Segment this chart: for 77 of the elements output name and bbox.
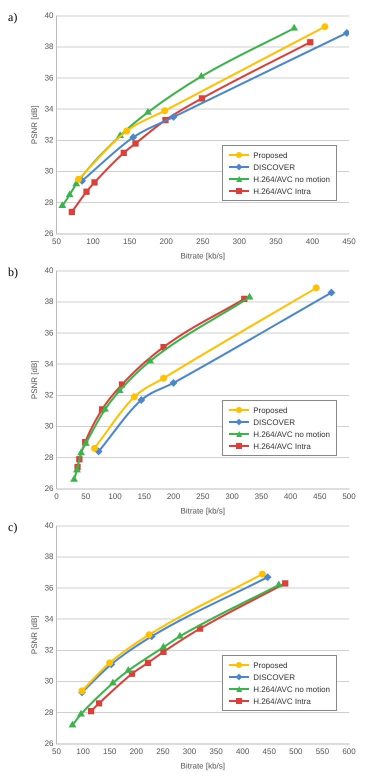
x-tick-label: 500 [289,746,304,756]
x-tick-label: 600 [342,746,356,756]
x-tick-label: 50 [52,746,62,756]
x-tick-label: 300 [232,236,247,246]
x-tick-label: 350 [269,236,284,246]
x-tick-label: 350 [254,492,268,501]
legend-label: H.264/AVC Intra [253,186,311,196]
legend-label: DISCOVER [253,672,296,682]
y-tick-label: 38 [44,42,54,52]
y-tick-label: 32 [44,390,54,400]
y-tick-label: 38 [44,552,54,562]
y-tick-label: 34 [44,359,54,368]
x-tick-label: 150 [122,236,137,246]
legend-label: H.264/AVC Intra [253,696,311,706]
legend-label: DISCOVER [253,418,296,426]
y-tick-label: 40 [44,11,54,20]
x-axis-title: Bitrate [kb/s] [180,761,225,770]
y-axis-title: PSNR [dB] [30,615,40,654]
legend-label: H.264/AVC no motion [253,174,330,184]
legend-label: H.264/AVC no motion [253,684,330,694]
chart-title: c) [8,520,18,535]
y-tick-label: 40 [44,521,54,530]
x-tick-label: 200 [130,746,144,756]
x-tick-label: 100 [108,492,122,501]
x-tick-label: 500 [342,492,356,501]
legend-label: DISCOVER [253,162,296,172]
y-tick-label: 28 [44,198,54,207]
y-tick-label: 34 [44,614,54,624]
x-axis-title: Bitrate [kb/s] [180,506,225,516]
legend-label: Proposed [253,406,288,414]
x-tick-label: 450 [342,236,356,246]
y-tick-label: 40 [44,266,54,276]
x-tick-label: 100 [76,746,90,756]
x-tick-label: 200 [166,492,181,501]
y-tick-label: 26 [44,484,54,494]
x-tick-label: 400 [306,236,320,246]
y-tick-label: 28 [44,708,54,717]
y-tick-label: 32 [44,646,54,655]
x-tick-label: 250 [196,236,210,246]
y-tick-label: 30 [44,676,54,686]
x-tick-label: 450 [262,746,276,756]
legend-label: Proposed [253,150,288,160]
x-tick-label: 0 [54,492,60,501]
y-tick-label: 36 [44,73,54,82]
x-tick-label: 550 [316,746,330,756]
y-tick-label: 36 [44,583,54,592]
y-tick-label: 34 [44,104,54,114]
x-tick-label: 400 [236,746,250,756]
chart-title: a) [8,10,18,25]
x-tick-label: 100 [86,236,100,246]
y-tick-label: 26 [44,739,54,748]
x-tick-label: 150 [138,492,152,501]
y-tick-label: 30 [44,422,54,431]
chart-title: b) [8,265,18,280]
y-tick-label: 38 [44,297,54,306]
x-tick-label: 50 [52,236,62,246]
x-tick-label: 300 [182,746,197,756]
x-tick-label: 300 [225,492,240,501]
legend-label: H.264/AVC Intra [253,442,311,450]
x-tick-label: 400 [284,492,298,501]
x-tick-label: 250 [156,746,170,756]
y-axis-title: PSNR [dB] [30,360,40,400]
y-tick-label: 30 [44,166,54,176]
y-axis-title: PSNR [dB] [30,105,40,144]
y-tick-label: 36 [44,328,54,338]
y-tick-label: 32 [44,136,54,145]
legend-label: Proposed [253,660,288,670]
x-tick-label: 50 [81,492,91,501]
x-tick-label: 150 [103,746,117,756]
y-tick-label: 28 [44,452,54,462]
legend-label: H.264/AVC no motion [253,430,330,438]
x-tick-label: 250 [196,492,210,501]
x-tick-label: 200 [160,236,174,246]
x-axis-title: Bitrate [kb/s] [180,251,225,260]
y-tick-label: 26 [44,229,54,238]
x-tick-label: 450 [313,492,327,501]
x-tick-label: 350 [209,746,224,756]
